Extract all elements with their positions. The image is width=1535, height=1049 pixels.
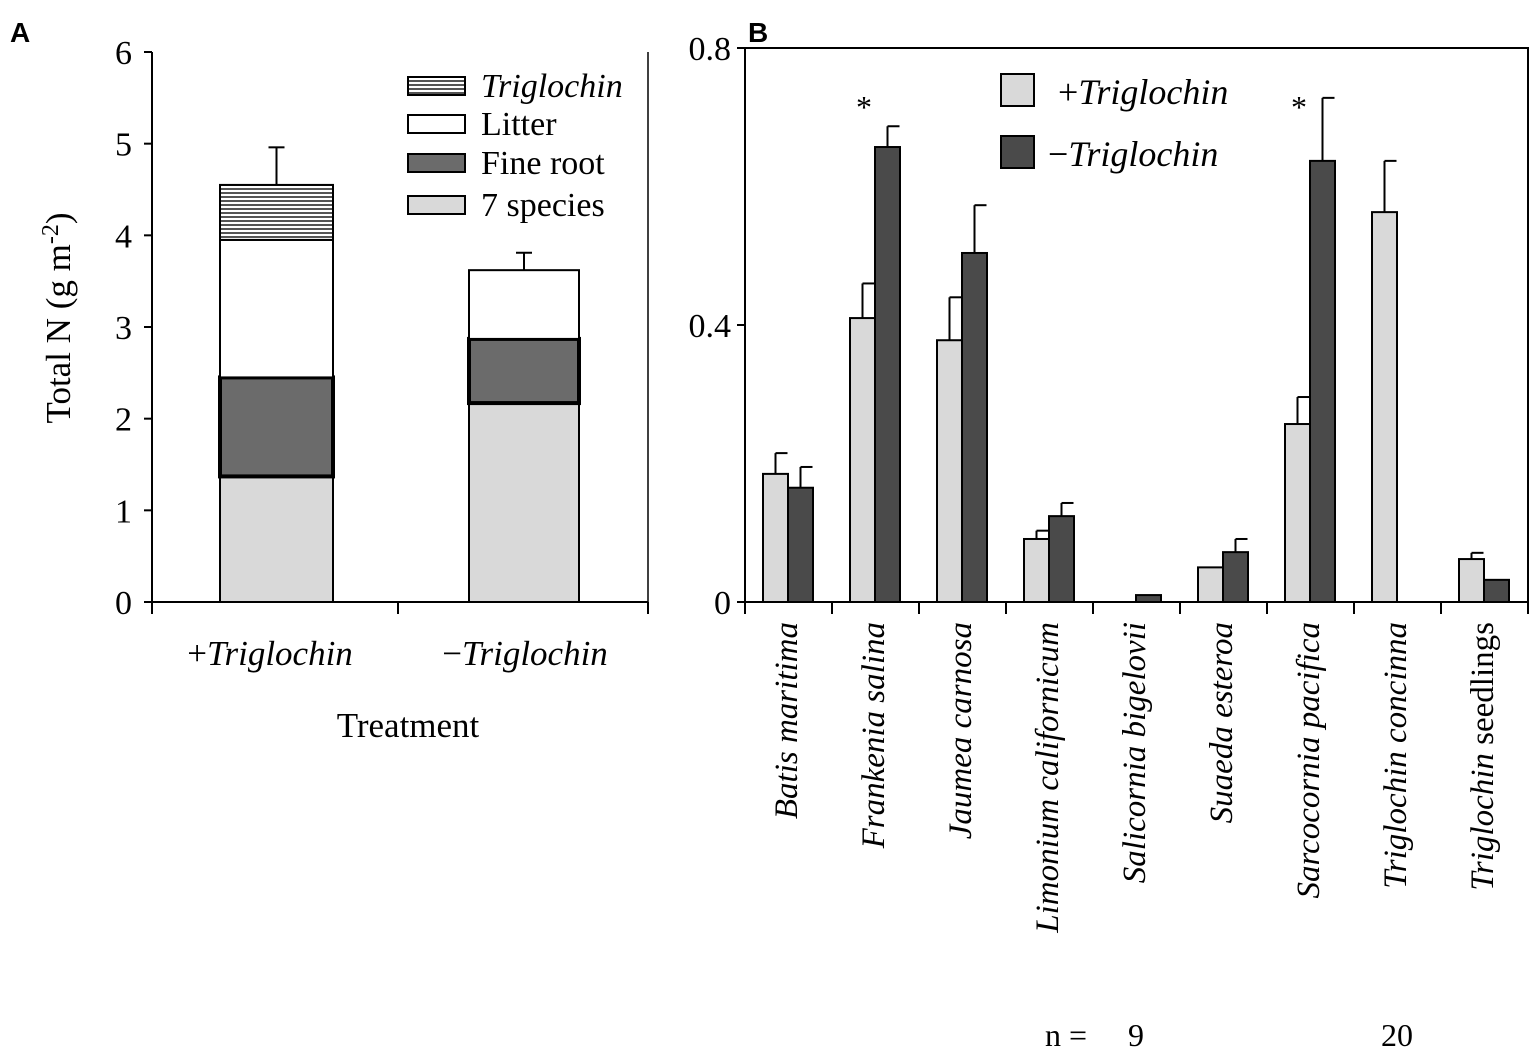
x-tick-label: Suaeda esteroa [1204,622,1240,823]
bar [1023,537,1050,603]
y-tick-label: 2 [115,402,132,439]
significance-marker: * [1291,89,1307,125]
bar [1197,566,1224,603]
y-tick-label: 0 [714,585,731,622]
x-tick-label: Frankenia salina [856,622,892,849]
label-part: Triglochin [207,634,353,673]
panel-label-b: B [748,17,768,48]
label-part: Triglochin [1068,134,1218,174]
legend-label: 7 species [481,187,605,224]
bar [1222,551,1249,604]
panel-label-a: A [10,17,30,48]
bar [874,146,901,603]
label-part: Sarcocornia pacifica [1291,622,1327,898]
legend-swatch [407,114,466,134]
label-part: + [187,634,207,673]
x-tick-label: Triglochin seedlings [1465,622,1501,891]
label-part: Frankenia salina [856,622,892,849]
y-tick-label: 3 [115,310,132,347]
legend-label: Litter [481,106,557,143]
legend: +Triglochin−Triglochin [1000,72,1228,174]
label-part: Suaeda esteroa [1204,622,1240,823]
x-axis-title: Treatment [337,706,480,745]
label-part: Triglochin concinna [1378,622,1414,889]
bar-segment-litter [219,238,334,379]
legend-label: Triglochin [481,68,623,105]
label-part: Triglochin [1465,753,1501,891]
bar [961,251,988,603]
label-part: -2 [38,224,64,244]
y-tick-label: 1 [115,493,132,530]
legend-label: +Triglochin [1058,72,1228,112]
legend-swatch [407,76,466,96]
legend-swatch [1000,73,1035,107]
y-tick-label: 0 [115,585,132,622]
label-part: Salicornia bigelovii [1117,622,1153,883]
label-part: − [442,634,462,673]
label-part: − [1048,134,1068,174]
x-tick-label: Sarcocornia pacifica [1291,622,1327,898]
bar [1284,423,1311,603]
label-part: Triglochin [1078,72,1228,112]
significance-marker: * [856,89,872,125]
legend-swatch [1000,135,1035,169]
legend-label: Fine root [481,145,605,182]
x-tick-label: −Triglochin [442,634,608,673]
n-value: 9 [1128,1017,1144,1049]
bar-segment-litter [468,269,580,340]
n-value: 20 [1381,1017,1413,1049]
bar-segment-triglochin [219,183,334,241]
x-tick-label: Salicornia bigelovii [1117,622,1153,883]
bar [849,317,876,603]
legend-swatch [407,153,466,173]
panel-b-chart: 0 0.4 0.8 Batis maritima Frankenia salina Jau… [689,31,1529,1049]
x-tick-label: Limonium californicum [1030,622,1066,934]
label-part: Limonium californicum [1030,622,1066,934]
bar-segment-7-species [219,475,334,603]
label-part: Jaumea carnosa [943,622,979,839]
bar [1458,558,1485,604]
bar [1048,515,1075,604]
label-part: seedlings [1465,622,1501,753]
y-tick-label: 5 [115,127,132,164]
legend-swatch [407,195,466,215]
bar [1309,159,1336,603]
label-part: Triglochin [462,634,608,673]
bar [936,339,963,603]
y-tick-label: 0.4 [689,308,732,345]
x-tick-label: Triglochin concinna [1378,622,1414,889]
label-part: ) [39,213,78,225]
n-label: n = [1045,1017,1087,1049]
label-part: Batis maritima [769,622,805,819]
bar-segment-fine-root [218,375,335,479]
x-tick-label: Batis maritima [769,622,805,819]
bar-segment-fine-root [467,336,581,406]
x-tick-label: +Triglochin [187,634,353,673]
y-tick-label: 0.8 [689,31,732,68]
label-part: + [1058,72,1078,112]
bar [1371,211,1398,603]
bar [1483,578,1510,604]
y-tick-label: 4 [115,218,132,255]
x-tick-label: Jaumea carnosa [943,622,979,839]
y-tick-label: 6 [115,35,132,72]
bar [762,472,789,604]
legend-label: −Triglochin [1048,134,1218,174]
bar [787,486,814,603]
y-axis-title: Total N (g m-2) [38,213,78,424]
bar-segment-7-species [468,402,580,604]
bar [1135,594,1162,604]
label-part: Total N (g m [39,244,78,423]
